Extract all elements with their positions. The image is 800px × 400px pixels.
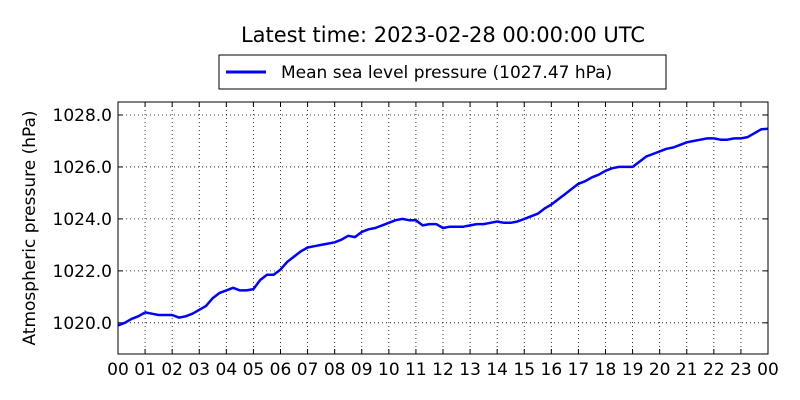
legend-label: Mean sea level pressure (1027.47 hPa): [281, 63, 612, 83]
x-tick-label: 04: [216, 360, 238, 380]
y-tick-label: 1020.0: [53, 314, 112, 334]
grid: [117, 102, 769, 354]
x-tick-label: 15: [513, 360, 535, 380]
x-tick-label: 02: [161, 360, 183, 380]
y-tick-label: 1028.0: [53, 106, 112, 126]
x-tick-label: 20: [649, 360, 671, 380]
y-axis-ticks: 1020.0 1022.0 1024.0 1026.0 1028.0: [53, 106, 768, 334]
x-tick-label: 03: [188, 360, 210, 380]
x-tick-label: 14: [486, 360, 508, 380]
x-tick-label: 22: [703, 360, 725, 380]
legend-box: [218, 54, 667, 90]
plot-frame: [117, 101, 769, 355]
x-tick-label: 10: [378, 360, 400, 380]
x-tick-label: 00: [107, 360, 129, 380]
y-tick-label: 1024.0: [53, 210, 112, 230]
x-tick-label: 08: [324, 360, 346, 380]
x-tick-label: 16: [541, 360, 563, 380]
legend: Mean sea level pressure (1027.47 hPa): [218, 54, 667, 90]
x-tick-label: 12: [432, 360, 454, 380]
x-tick-label: 17: [568, 360, 590, 380]
x-tick-label: 06: [270, 360, 292, 380]
x-tick-label: 05: [243, 360, 265, 380]
x-tick-label: 09: [351, 360, 373, 380]
y-tick-label: 1022.0: [53, 262, 112, 282]
x-tick-label: 01: [134, 360, 156, 380]
x-tick-label: 21: [676, 360, 698, 380]
y-tick-label: 1026.0: [53, 158, 112, 178]
x-axis-ticks: 00 01 02 03 04 05 06 07 08 09 10 11 12 13 14 15 16 17 18 19…: [107, 102, 779, 380]
x-tick-label: 18: [595, 360, 617, 380]
x-tick-label: 19: [622, 360, 644, 380]
x-tick-label: 07: [297, 360, 319, 380]
x-tick-label: 11: [405, 360, 427, 380]
x-tick-label: 13: [459, 360, 481, 380]
x-tick-label: 00: [757, 360, 779, 380]
series-line-mean-sea-level-pressure: [117, 127, 769, 327]
x-tick-label: 23: [730, 360, 752, 380]
y-axis-label: Atmospheric pressure (hPa): [20, 110, 40, 345]
chart-title: Latest time: 2023-02-28 00:00:00 UTC: [241, 23, 645, 47]
